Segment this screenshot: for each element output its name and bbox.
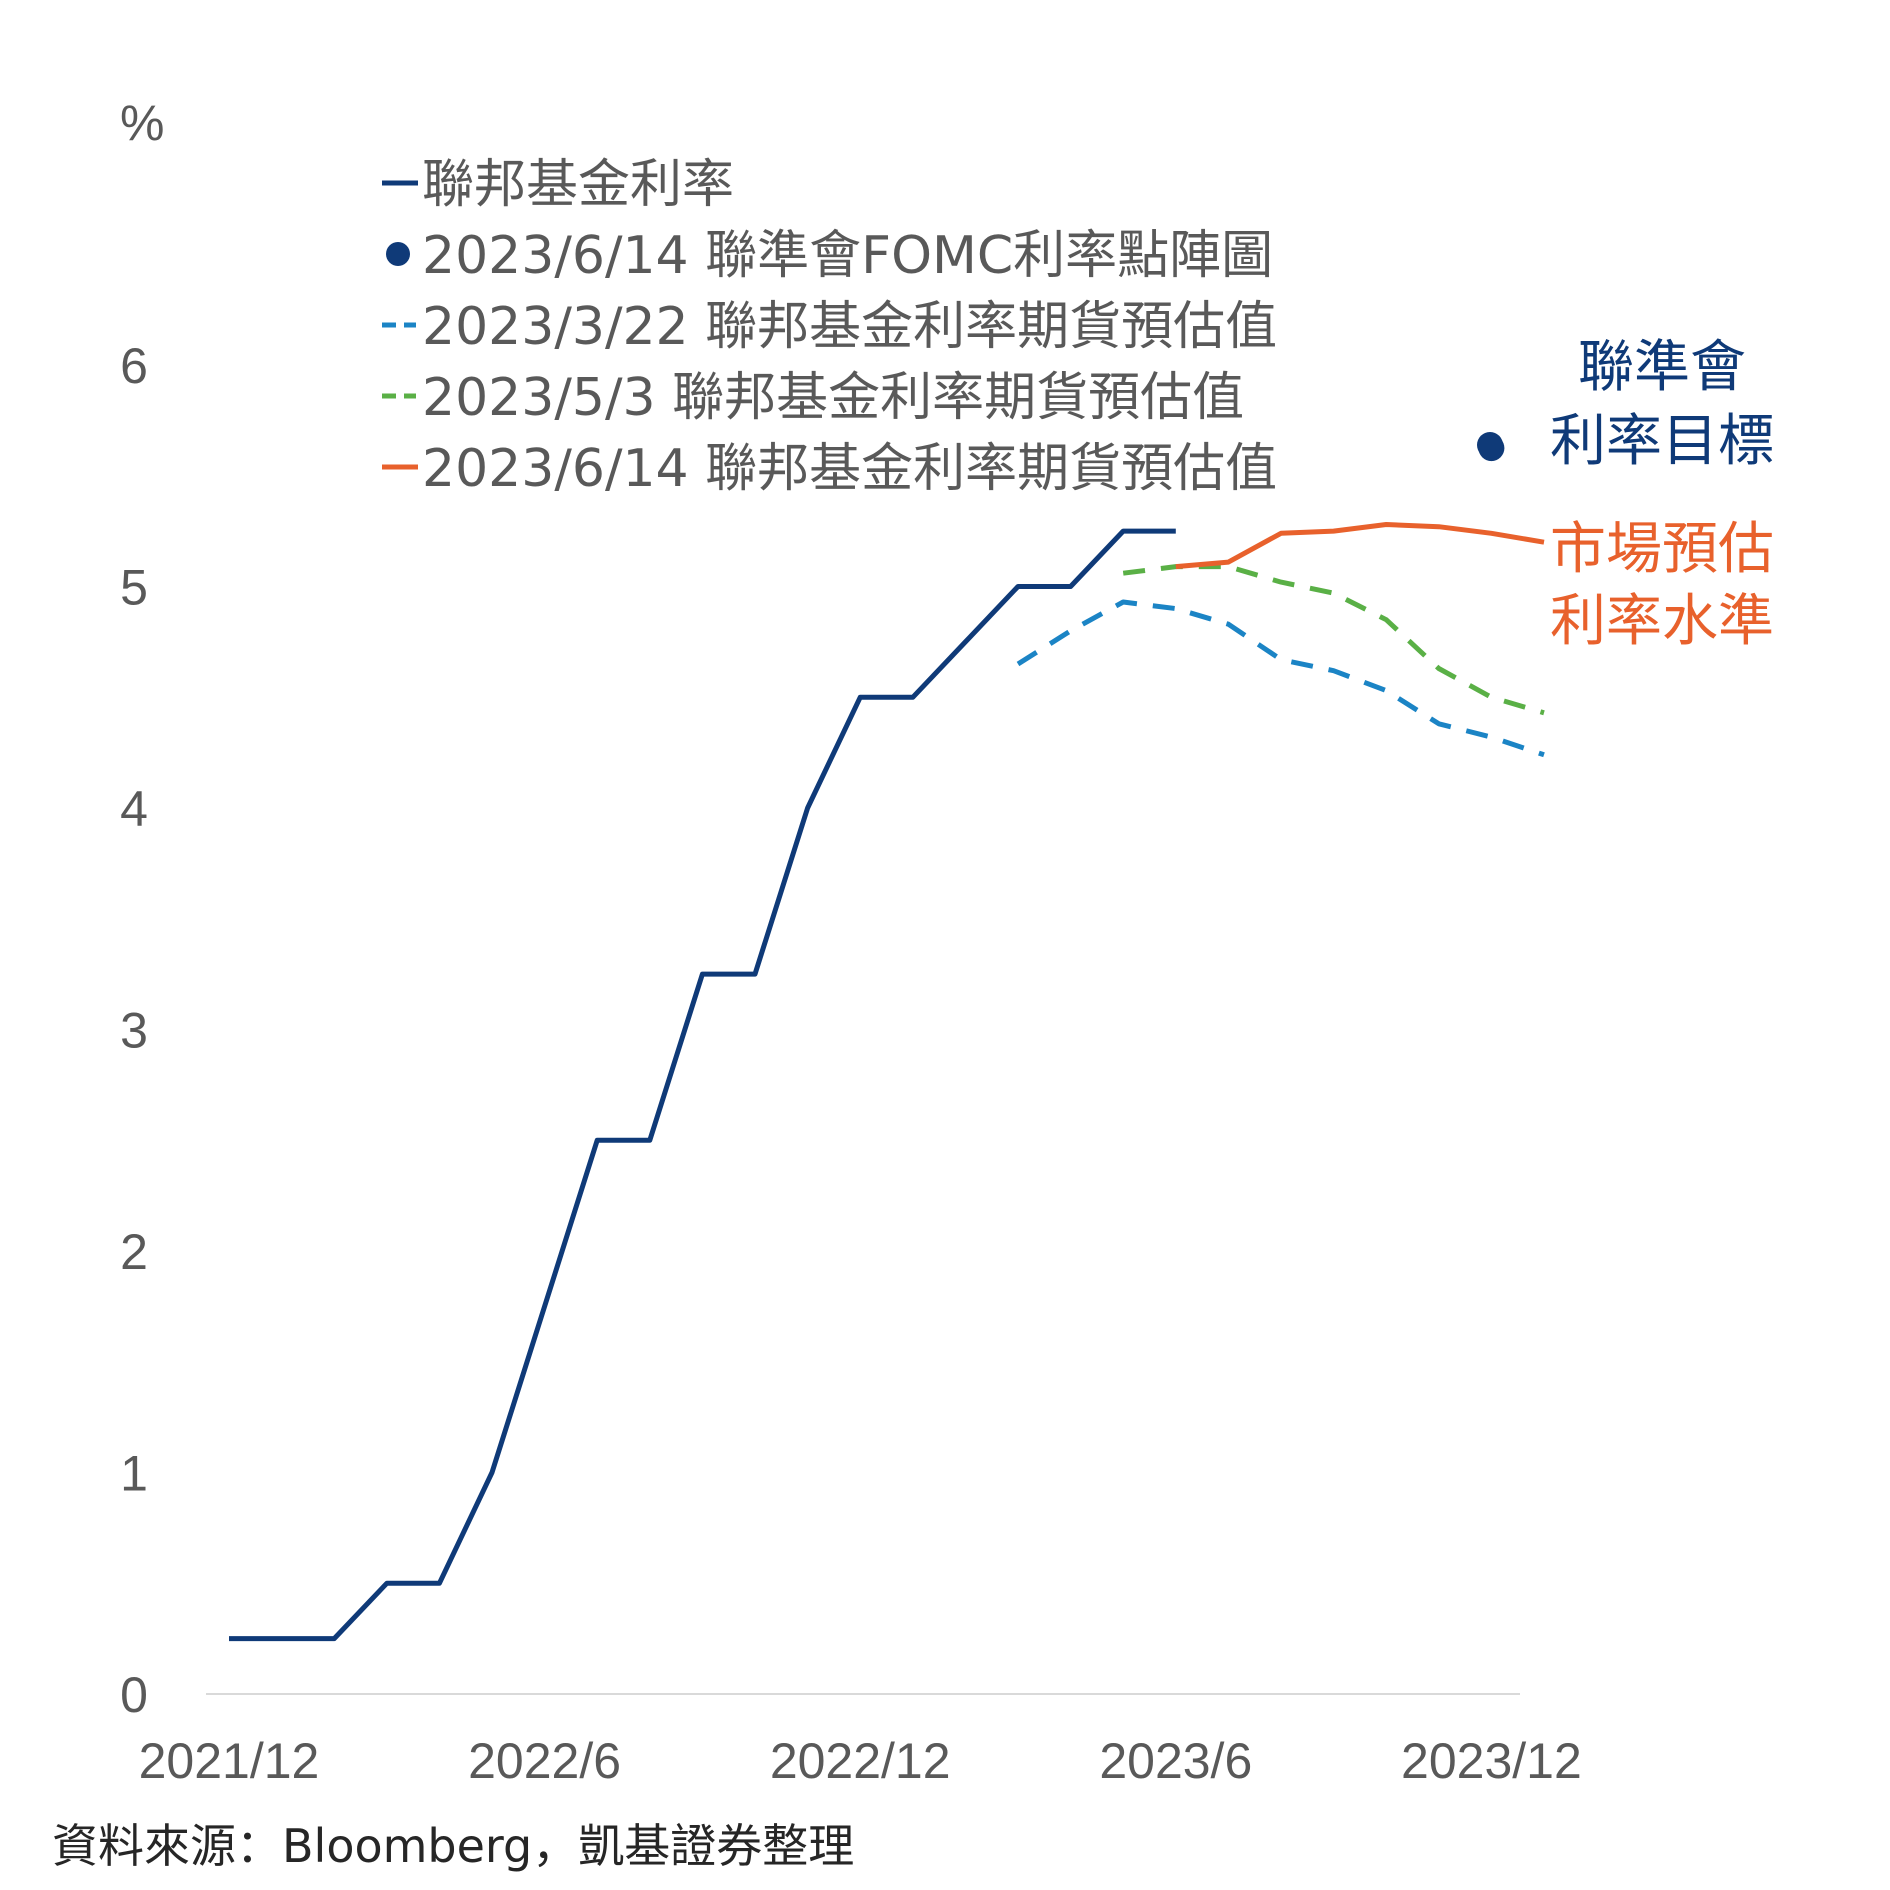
legend-label: 2023/6/14 聯邦基金利率期貨預估值	[422, 439, 1277, 499]
x-tick-label: 2022/6	[468, 1733, 621, 1789]
legend-label: 2023/3/22 聯邦基金利率期貨預估值	[422, 297, 1277, 357]
annotation-fed-target: 聯準會 利率目標	[1550, 335, 1774, 474]
legend-label: 2023/6/14 聯準會FOMC利率點陣圖	[422, 226, 1273, 286]
annotation-dot-icon	[1477, 432, 1503, 458]
legend-label: 2023/5/3 聯邦基金利率期貨預估值	[422, 368, 1244, 428]
x-tick-label: 2021/12	[139, 1733, 320, 1789]
series-line-2	[1016, 599, 1545, 758]
source-note: 資料來源：Bloomberg，凱基證券整理	[52, 1819, 854, 1873]
y-tick-label: 1	[120, 1446, 148, 1502]
annotation-market-estimate: 市場預估 利率水準	[1550, 517, 1774, 654]
series-line-4	[1175, 522, 1545, 570]
legend-label: 聯邦基金利率	[422, 155, 734, 215]
x-tick-label: 2023/6	[1099, 1733, 1252, 1789]
series-line-0	[229, 528, 1176, 1642]
y-tick-label: 0	[120, 1667, 148, 1723]
x-tick-label: 2023/12	[1401, 1733, 1582, 1789]
annotation-fed-target-line2: 利率目標	[1550, 409, 1774, 474]
y-axis-unit: %	[120, 95, 164, 151]
y-tick-label: 6	[120, 338, 148, 394]
x-axis-ticks: 2021/12 2022/6 2022/12 2023/6 2023/12	[139, 1733, 1582, 1789]
legend-marker-dot	[386, 242, 410, 266]
y-tick-label: 3	[120, 1003, 148, 1059]
x-tick-label: 2022/12	[770, 1733, 951, 1789]
y-tick-label: 5	[120, 560, 148, 616]
annotation-market-estimate-line2: 利率水準	[1550, 589, 1774, 654]
series-line-3	[1122, 564, 1545, 716]
y-tick-label: 4	[120, 781, 148, 837]
legend: 聯邦基金利率 2023/6/14 聯準會FOMC利率點陣圖 2023/3/22 聯邦…	[382, 155, 1277, 499]
y-tick-label: 2	[120, 1224, 148, 1280]
annotation-market-estimate-line1: 市場預估	[1550, 517, 1774, 582]
y-axis-ticks: 0 1 2 3 4 5 6	[120, 338, 148, 1723]
series-layer	[229, 435, 1545, 1642]
annotation-fed-target-line1: 聯準會	[1578, 335, 1746, 400]
